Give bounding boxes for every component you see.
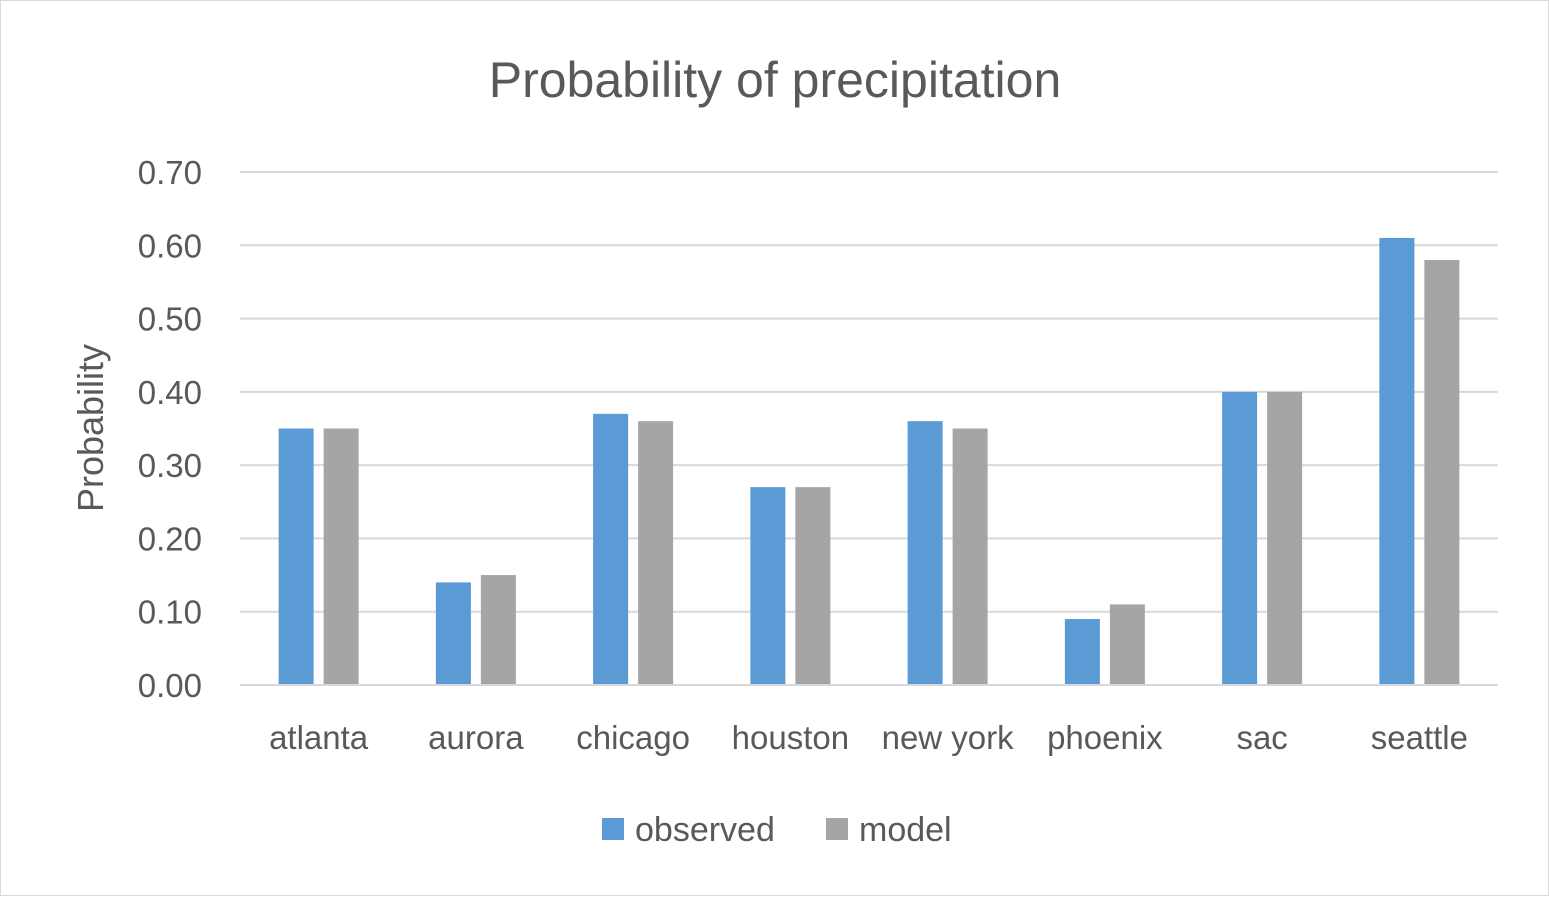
legend-label-model: model [859, 811, 952, 849]
y-tick-label: 0.60 [138, 227, 202, 264]
y-axis-tick-labels: 0.00 0.10 0.20 0.30 0.40 0.50 0.60 0.70 [138, 154, 202, 704]
x-tick-label: phoenix [1047, 719, 1163, 756]
bar-observed-sac [1222, 391, 1258, 685]
bar-observed-new-york [907, 421, 943, 685]
bar-observed-phoenix [1064, 619, 1100, 685]
x-tick-label: atlanta [269, 719, 369, 756]
y-tick-label: 0.70 [138, 154, 202, 191]
bar-model-chicago [638, 421, 674, 685]
legend-label-observed: observed [635, 811, 775, 849]
bar-model-sac [1267, 391, 1303, 685]
y-tick-label: 0.30 [138, 447, 202, 484]
legend: observed model [602, 811, 952, 849]
bar-model-new-york [952, 428, 988, 685]
bar-observed-atlanta [278, 428, 314, 685]
bar-model-houston [795, 487, 831, 685]
bars [278, 237, 1460, 685]
y-axis-title: Probability [70, 344, 111, 512]
bar-observed-aurora [435, 582, 471, 685]
bar-model-seattle [1424, 259, 1460, 685]
bar-observed-seattle [1379, 237, 1415, 685]
x-tick-label: aurora [428, 719, 524, 756]
y-tick-label: 0.50 [138, 301, 202, 338]
gridlines [240, 171, 1498, 613]
y-tick-label: 0.10 [138, 594, 202, 631]
y-tick-label: 0.40 [138, 374, 202, 411]
x-tick-label: sac [1236, 719, 1287, 756]
bar-model-atlanta [323, 428, 359, 685]
bar-model-aurora [480, 575, 516, 685]
chart-title: Probability of precipitation [489, 52, 1062, 108]
x-tick-label: seattle [1371, 719, 1468, 756]
bar-model-phoenix [1109, 604, 1145, 685]
legend-swatch-observed [602, 818, 624, 840]
x-tick-label: chicago [576, 719, 690, 756]
y-tick-label: 0.20 [138, 520, 202, 557]
bar-observed-chicago [593, 413, 629, 685]
legend-swatch-model [826, 818, 848, 840]
x-tick-label: houston [732, 719, 849, 756]
x-tick-label: new york [882, 719, 1015, 756]
y-tick-label: 0.00 [138, 667, 202, 704]
x-axis-tick-labels: atlanta aurora chicago houston new york phoen… [269, 719, 1468, 756]
bar-observed-houston [750, 487, 786, 685]
